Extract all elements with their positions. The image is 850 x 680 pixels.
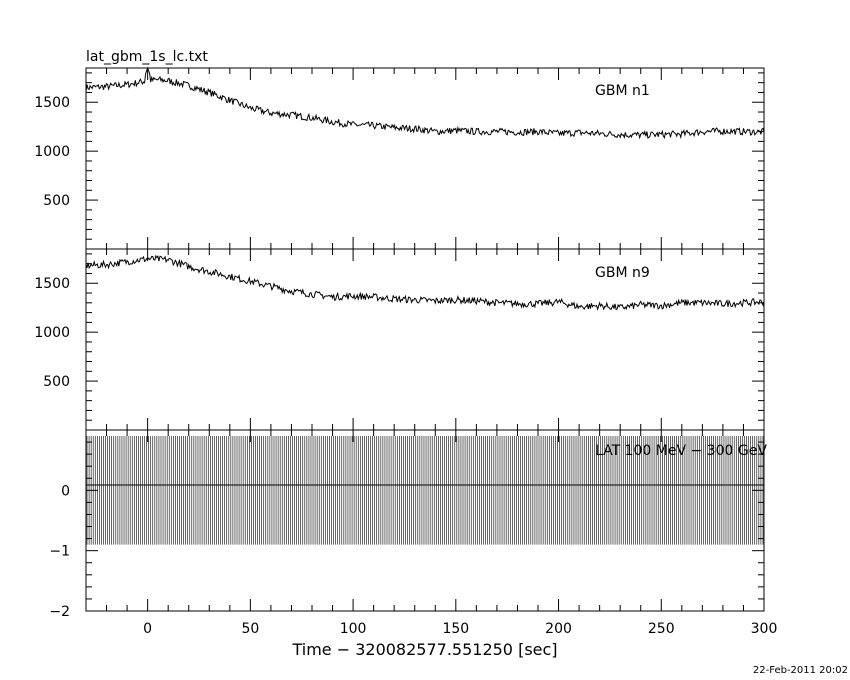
gbm-n1-light-curve (85, 66, 765, 140)
footer-date: 22-Feb-2011 20:02 (753, 665, 848, 676)
x-tick-label: 300 (751, 621, 778, 637)
panel-1-label: GBM n1 (595, 83, 650, 99)
gbm-n9-light-curve (85, 254, 765, 311)
panel-3-frame (85, 429, 765, 612)
lat-error-bars (86, 436, 764, 545)
y-tick-label: 1000 (34, 144, 70, 160)
panel-1-frame (85, 67, 765, 250)
axis-ticks: 500 1000 1500 500 1000 1500 −2 −1 0 0 50 100 150 200 2… (34, 68, 777, 637)
y-tick-label: 500 (43, 193, 70, 209)
file-title: lat_gbm_1s_lc.txt (86, 49, 208, 65)
y-tick-label: 500 (43, 374, 70, 390)
x-tick-label: 200 (545, 621, 572, 637)
panel-3-label: LAT 100 MeV − 300 GeV (595, 443, 767, 459)
x-tick-label: 250 (648, 621, 675, 637)
y-tick-label: 0 (61, 483, 70, 499)
y-tick-label: 1000 (34, 325, 70, 341)
y-tick-label: −2 (49, 604, 70, 620)
y-tick-label: −1 (49, 544, 70, 560)
y-tick-label: 1500 (34, 276, 70, 292)
panel-2-label: GBM n9 (595, 265, 650, 281)
x-tick-label: 100 (340, 621, 367, 637)
x-tick-label: 0 (143, 621, 152, 637)
x-tick-label: 150 (442, 621, 469, 637)
panel-2-frame (85, 248, 765, 431)
x-tick-label: 50 (241, 621, 259, 637)
y-tick-label: 1500 (34, 95, 70, 111)
x-axis-label: Time − 320082577.551250 [sec] (291, 640, 557, 659)
